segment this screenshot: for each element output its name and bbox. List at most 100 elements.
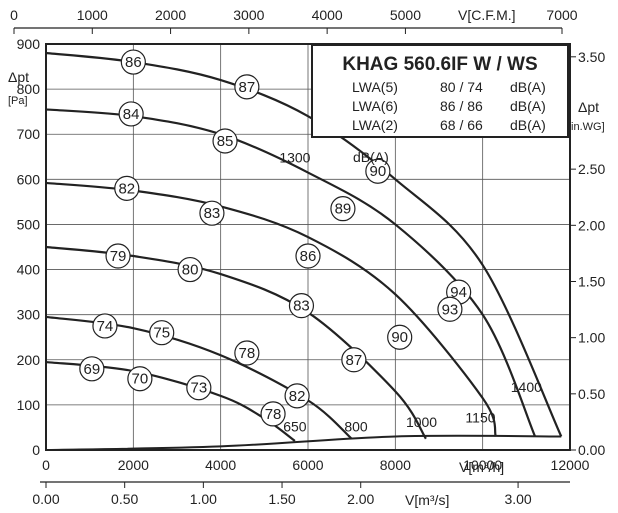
noise-level-label: 83 (204, 205, 221, 222)
rpm-label: 800 (344, 419, 368, 435)
noise-bubble (177, 256, 203, 283)
x-top-tick-label: 4000 (312, 7, 343, 23)
noise-level-label: 75 (153, 325, 170, 342)
noise-bubble (295, 243, 321, 269)
noise-level-label: 85 (217, 133, 234, 150)
noise-bubble (118, 101, 144, 127)
x-bottom2-tick-label: 1.00 (190, 491, 217, 507)
y-left-tick-label: 200 (17, 352, 41, 368)
lwa-value-2: 86 / 86 (440, 98, 483, 114)
x-top-tick-label: 3000 (233, 7, 264, 23)
noise-level-label: 70 (132, 371, 149, 388)
rpm-label: 1400 (511, 379, 542, 395)
noise-bubble (234, 74, 260, 100)
y-left-tick-label: 300 (17, 307, 41, 323)
noise-bubble (212, 128, 238, 154)
x-bottom-tick-label: 2000 (118, 457, 149, 473)
noise-level-label: 78 (239, 345, 256, 362)
noise-level-label: 90 (391, 329, 408, 346)
noise-level-label: 86 (300, 248, 317, 265)
y-right-tick-label: 2.00 (578, 217, 605, 233)
noise-bubble (284, 383, 310, 409)
noise-level-label: 94 (450, 284, 467, 301)
x-bottom-label: V[m³/h] (459, 459, 504, 475)
system-curve (45, 434, 562, 451)
x-bottom-tick-label: 8000 (380, 457, 411, 473)
y-right-label-2: [in.WG] (568, 121, 605, 133)
noise-bubble (105, 243, 131, 269)
noise-level-label: 74 (97, 318, 114, 335)
noise-bubble (79, 356, 105, 382)
rpm-label: 650 (283, 419, 307, 435)
x-bottom2-tick-label: 1.50 (268, 491, 295, 507)
noise-level-label: 82 (289, 388, 306, 405)
noise-level-label: 86 (125, 54, 142, 71)
x-bottom-tick-label: 0 (42, 457, 50, 473)
lwa-value-1: 80 / 74 (440, 79, 483, 95)
lwa-label-2: LWA(6) (352, 98, 398, 114)
y-right-tick-label: 1.50 (578, 273, 605, 289)
y-right-label-1: Δpt (578, 99, 599, 115)
noise-level-label: 73 (190, 380, 207, 397)
y-left-tick-label: 600 (17, 171, 41, 187)
noise-bubble (260, 401, 286, 427)
noise-level-label: 89 (335, 201, 352, 218)
y-right-tick-label: 0.00 (578, 442, 605, 458)
y-left-label-2: [Pa] (8, 95, 28, 107)
y-left-tick-label: 900 (17, 36, 41, 52)
noise-level-label: 93 (442, 301, 459, 318)
x-bottom-tick-label: 6000 (292, 457, 323, 473)
y-right-tick-label: 1.00 (578, 330, 605, 346)
lwa-unit-1: dB(A) (510, 79, 546, 95)
noise-level-label: 90 (370, 163, 387, 180)
y-right-tick-label: 3.50 (578, 49, 605, 65)
x-bottom2-tick-label: 2.00 (347, 491, 374, 507)
fan-curve-1000 (45, 245, 427, 440)
y-left-label-1: Δpt (8, 69, 29, 85)
chart-title: KHAG 560.6IF W / WS (342, 54, 537, 75)
x-bottom2-label: V[m³/s] (405, 492, 449, 508)
noise-bubble (365, 158, 391, 184)
x-top-tick-label: 7000 (546, 7, 577, 23)
noise-level-label: 78 (265, 406, 282, 423)
noise-bubble (234, 340, 260, 366)
x-bottom-tick-label: 10000 (463, 457, 502, 473)
x-bottom-tick-label: 12000 (551, 457, 590, 473)
y-left-tick-label: 700 (17, 126, 41, 142)
noise-level-label: 79 (110, 248, 127, 265)
noise-bubble (387, 324, 413, 350)
lwa-value-3: 68 / 66 (440, 117, 483, 133)
x-top-tick-label: 0 (10, 7, 18, 23)
noise-bubble (186, 375, 212, 401)
noise-level-label: 87 (346, 352, 363, 369)
lwa-unit-2: dB(A) (510, 98, 546, 114)
x-top-tick-label: 1000 (77, 7, 108, 23)
lwa-unit-3: dB(A) (510, 117, 546, 133)
lwa-label-3: LWA(2) (352, 117, 398, 133)
noise-level-label: 84 (123, 106, 140, 123)
noise-bubble (92, 313, 118, 339)
y-left-tick-label: 400 (17, 262, 41, 278)
noise-level-label: 83 (293, 298, 310, 315)
rpm-label: 1300 (279, 150, 310, 166)
noise-bubble (199, 200, 225, 226)
fan-curve-1150 (45, 181, 497, 437)
noise-level-label: 80 (182, 262, 199, 279)
noise-bubble (288, 293, 315, 319)
noise-bubble (120, 49, 146, 75)
x-bottom2-tick-label: 0.00 (32, 491, 59, 507)
y-left-tick-label: 500 (17, 216, 41, 232)
noise-bubble (330, 196, 356, 222)
y-right-tick-label: 0.50 (578, 386, 605, 402)
y-right-tick-label: 2.50 (578, 161, 605, 177)
lwa-label-1: LWA(5) (352, 79, 398, 95)
info-box: KHAG 560.6IF W / WS LWA(5) 80 / 74 dB(A)… (311, 44, 569, 138)
x-bottom-tick-label: 4000 (205, 457, 236, 473)
noise-bubble (149, 320, 175, 346)
x-bottom2-tick-label: 0.50 (111, 491, 138, 507)
noise-level-label: 87 (239, 79, 256, 96)
y-left-tick-label: 800 (17, 81, 41, 97)
